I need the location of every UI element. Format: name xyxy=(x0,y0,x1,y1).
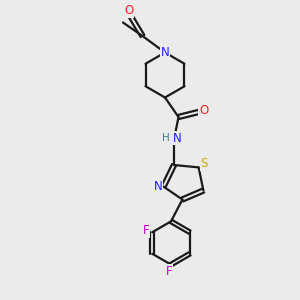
Text: N: N xyxy=(172,131,182,145)
Text: O: O xyxy=(124,4,134,17)
Text: N: N xyxy=(154,180,163,193)
Text: H: H xyxy=(162,133,170,143)
Text: S: S xyxy=(200,157,208,170)
Text: F: F xyxy=(166,265,173,278)
Text: N: N xyxy=(160,46,169,59)
Text: O: O xyxy=(199,103,208,117)
Text: F: F xyxy=(142,224,149,237)
